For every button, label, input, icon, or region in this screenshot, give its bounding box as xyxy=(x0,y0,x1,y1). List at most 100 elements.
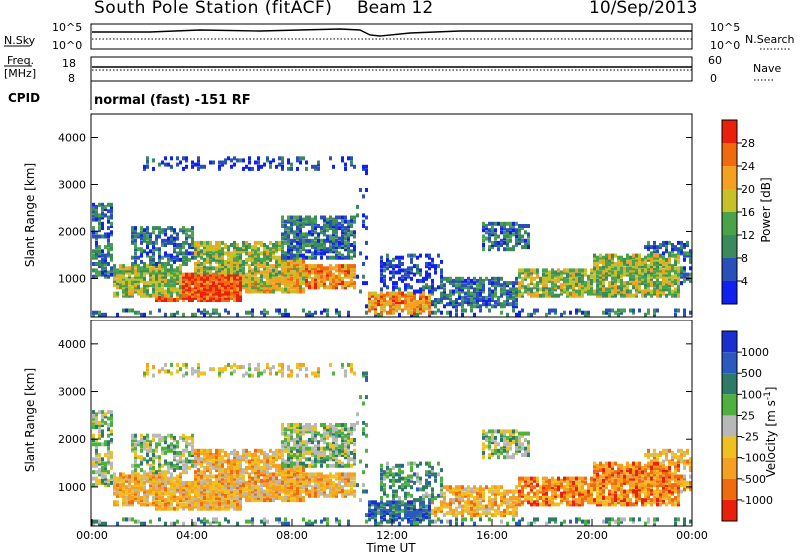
heatmap-cell xyxy=(401,268,404,273)
heatmap-cell xyxy=(197,504,200,509)
heatmap-cell xyxy=(296,440,299,445)
heatmap-cell xyxy=(374,295,377,300)
heatmap-cell xyxy=(290,278,293,283)
heatmap-cell xyxy=(419,308,422,313)
heatmap-cell xyxy=(524,238,527,243)
heatmap-cell xyxy=(245,274,248,279)
heatmap-cell xyxy=(149,268,152,273)
heatmap-cell xyxy=(107,234,110,239)
heatmap-cell xyxy=(218,249,221,254)
heatmap-cell xyxy=(173,268,176,273)
heatmap-cell xyxy=(146,156,149,161)
heatmap-cell xyxy=(110,414,113,419)
heatmap-cell xyxy=(104,272,107,277)
heatmap-cell xyxy=(284,478,287,483)
heatmap-cell xyxy=(416,264,419,269)
heatmap-cell xyxy=(200,295,203,300)
heatmap-cell xyxy=(140,293,143,298)
heatmap-cell xyxy=(164,156,167,161)
heatmap-cell xyxy=(635,262,638,266)
heatmap-cell xyxy=(137,255,140,260)
heatmap-cell xyxy=(188,435,191,440)
heatmap-cell xyxy=(503,291,506,296)
heatmap-cell xyxy=(239,247,242,252)
heatmap-cell xyxy=(296,425,299,430)
heatmap-cell xyxy=(104,478,107,483)
heatmap-cell xyxy=(380,291,383,296)
heatmap-cell xyxy=(152,257,155,262)
heatmap-cell xyxy=(221,500,224,505)
heatmap-cell xyxy=(254,249,257,254)
heatmap-cell xyxy=(341,245,344,250)
heatmap-cell xyxy=(197,272,200,277)
heatmap-cell xyxy=(269,478,272,483)
heatmap-cell xyxy=(329,266,332,271)
heatmap-cell xyxy=(533,310,536,315)
heatmap-cell xyxy=(266,255,269,260)
heatmap-cell xyxy=(170,236,173,241)
heatmap-cell xyxy=(239,489,242,494)
heatmap-cell xyxy=(536,283,539,288)
heatmap-cell xyxy=(146,362,149,367)
heatmap-cell xyxy=(602,285,605,290)
heatmap-cell xyxy=(251,480,254,485)
heatmap-cell xyxy=(581,293,584,298)
heatmap-cell xyxy=(530,272,533,277)
heatmap-cell xyxy=(335,308,338,313)
heatmap-cell xyxy=(170,276,173,281)
heatmap-cell xyxy=(677,255,680,260)
heatmap-cell xyxy=(290,369,293,374)
heatmap-cell xyxy=(620,291,623,296)
heatmap-cell xyxy=(167,295,170,300)
heatmap-cell xyxy=(143,485,146,490)
heatmap-cell xyxy=(467,302,470,307)
heatmap-cell xyxy=(557,285,560,290)
heatmap-cell xyxy=(248,478,251,483)
heatmap-cell xyxy=(137,500,140,505)
heatmap-cell xyxy=(263,245,266,250)
heatmap-cell xyxy=(164,446,167,451)
heatmap-cell xyxy=(281,312,284,317)
heatmap-cell xyxy=(653,274,656,279)
heatmap-cell xyxy=(317,251,320,256)
heatmap-cell xyxy=(209,480,212,485)
heatmap-cell xyxy=(212,291,215,296)
heatmap-cell xyxy=(95,461,98,466)
heatmap-cell xyxy=(263,289,266,294)
heatmap-cell xyxy=(185,228,188,233)
heatmap-cell xyxy=(212,491,215,496)
heatmap-cell xyxy=(638,278,641,283)
heatmap-cell xyxy=(308,249,311,254)
heatmap-cell xyxy=(662,289,665,294)
heatmap-cell xyxy=(230,253,233,258)
heatmap-cell xyxy=(152,373,155,378)
heatmap-cell xyxy=(239,291,242,296)
heatmap-cell xyxy=(161,446,164,451)
heatmap-cell xyxy=(617,291,620,296)
heatmap-cell xyxy=(137,268,140,273)
heatmap-cell xyxy=(170,446,173,451)
heatmap-cell xyxy=(143,312,146,317)
nsearch-label: N.Search xyxy=(745,33,795,46)
heatmap-cell xyxy=(548,289,551,294)
heatmap-cell xyxy=(488,238,491,243)
heatmap-cell xyxy=(167,289,170,294)
nave-tick-top: 60 xyxy=(708,54,722,67)
heatmap-cell xyxy=(215,253,218,258)
heatmap-cell xyxy=(521,278,524,283)
heatmap-cell xyxy=(347,232,350,237)
heatmap-cell xyxy=(275,517,278,522)
heatmap-cell xyxy=(152,468,155,473)
heatmap-cell xyxy=(416,289,419,294)
heatmap-cell xyxy=(272,251,275,256)
heatmap-cell xyxy=(212,293,215,298)
heatmap-cell xyxy=(206,270,209,275)
heatmap-cell xyxy=(494,287,497,292)
heatmap-cell xyxy=(641,274,644,279)
heatmap-cell xyxy=(440,270,443,275)
heatmap-cell xyxy=(191,504,194,509)
heatmap-cell xyxy=(170,255,173,260)
heatmap-cell xyxy=(269,289,272,294)
heatmap-cell xyxy=(233,478,236,483)
heatmap-cell xyxy=(443,287,446,292)
